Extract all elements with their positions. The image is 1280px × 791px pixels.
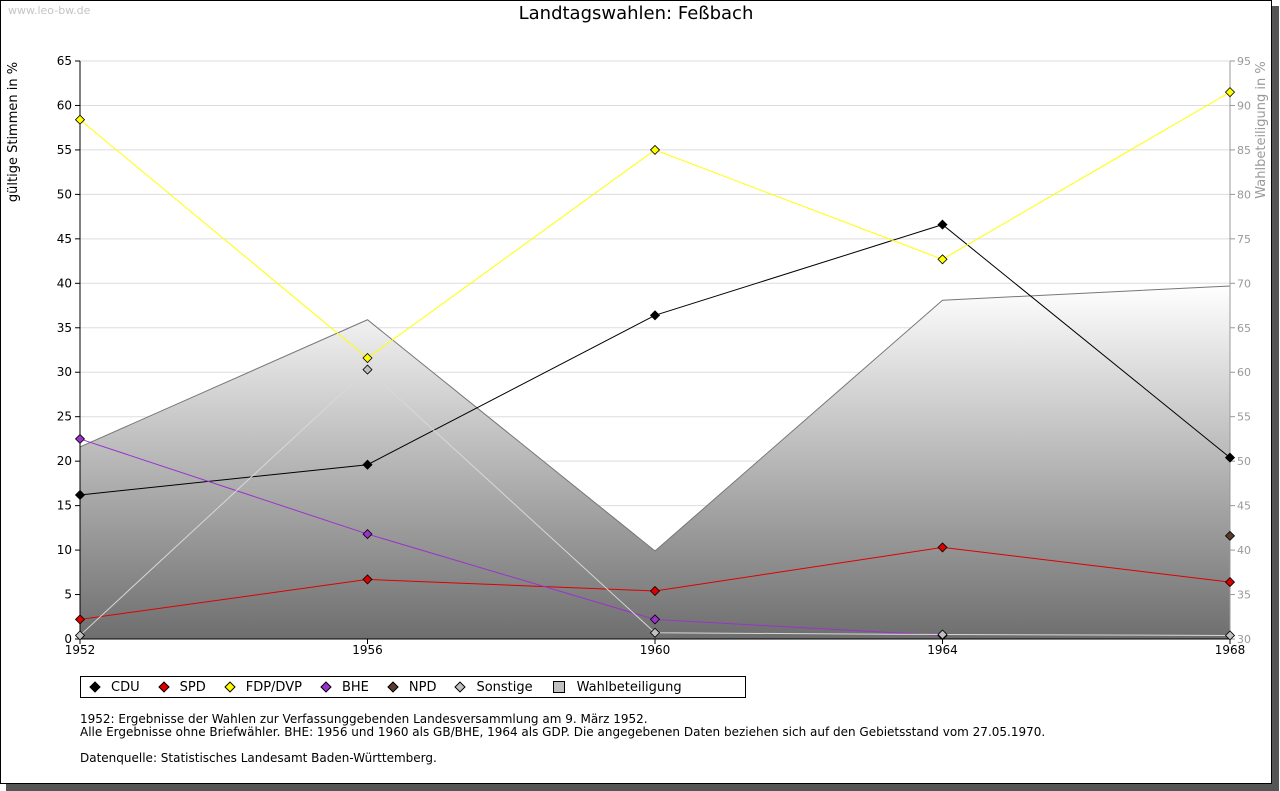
y2-tick-label-60: 60 (1237, 366, 1251, 379)
x-tick-label-1956: 1956 (352, 643, 383, 657)
y2-tick-label-80: 80 (1237, 188, 1251, 201)
y-tick-label-10: 10 (57, 543, 72, 557)
legend-item-cdu: CDU (89, 679, 140, 695)
point-sonstige-1956 (362, 364, 373, 375)
y2-tick-label-30: 30 (1237, 633, 1251, 646)
area-wahlbeteiligung-outline (79, 285, 1231, 552)
point-bhe-1956 (362, 529, 373, 540)
chart-legend: CDU SPD FDP/DVP BHE NPD Sonstige Wahlbeteiligu… (80, 676, 746, 698)
y2-tick-label-45: 45 (1237, 500, 1251, 513)
y-tick-label-55: 55 (57, 143, 72, 157)
point-fdp-dvp-1960 (649, 144, 661, 155)
y2-tick-label-90: 90 (1237, 99, 1251, 112)
point-spd-1960 (649, 585, 661, 597)
y2-axis-title: Wahlbeteiligung in % (1254, 61, 1269, 198)
x-tick-label-1960: 1960 (640, 643, 671, 657)
chart-svg: 0 5 10 15 20 25 30 35 40 45 50 55 60 65 30 35 40 45 50 55 60… (6, 54, 1269, 657)
chart-notes: 1952: Ergebnisse der Wahlen zur Verfassu… (80, 713, 1045, 765)
point-spd-1952 (74, 614, 86, 625)
legend-item-npd: NPD (387, 679, 437, 695)
x-tick-label-1952: 1952 (65, 643, 96, 657)
legend-marker-sonstige (454, 681, 467, 693)
y-tick-label-45: 45 (57, 232, 72, 246)
point-fdp-dvp-1968 (1224, 87, 1236, 98)
y-tick-label-25: 25 (57, 410, 72, 424)
y-tick-label-5: 5 (64, 588, 72, 602)
legend-label-wahlbeteiligung: Wahlbeteiligung (576, 679, 682, 695)
legend-label-bhe: BHE (341, 679, 369, 695)
y-tick-label-65: 65 (57, 54, 72, 68)
note-line-2: Alle Ergebnisse ohne Briefwähler. BHE: 1… (80, 725, 1046, 739)
y2-tick-label-70: 70 (1237, 277, 1251, 290)
watermark: www.leo-bw.de (8, 4, 91, 17)
y2-tick-label-55: 55 (1237, 411, 1251, 424)
y2-tick-label-65: 65 (1237, 322, 1251, 335)
point-cdu-1968 (1224, 452, 1236, 463)
note-line-1: 1952: Ergebnisse der Wahlen zur Verfassu… (80, 712, 648, 726)
y-axis-title: gültige Stimmen in % (6, 62, 21, 202)
y2-tick-label-50: 50 (1237, 455, 1251, 468)
point-spd-1956 (362, 574, 373, 585)
legend-item-sonstige: Sonstige (454, 679, 533, 695)
x-tick-label-1968: 1968 (1215, 643, 1246, 657)
legend-item-bhe: BHE (320, 679, 369, 695)
point-cdu-1960 (649, 310, 661, 321)
point-sonstige-1960 (649, 627, 661, 638)
legend-marker-fdp-dvp (224, 681, 236, 693)
point-sonstige-1952 (74, 630, 86, 641)
y-tick-label-0: 0 (64, 632, 72, 646)
point-npd-1968 (1224, 530, 1236, 541)
point-spd-1968 (1224, 577, 1236, 588)
y2-tick-label-95: 95 (1237, 55, 1251, 68)
y-tick-label-35: 35 (57, 321, 72, 335)
legend-label-npd: NPD (408, 679, 437, 695)
chart-title: Landtagswahlen: Feßbach (518, 3, 754, 24)
legend-item-spd: SPD (157, 679, 206, 695)
point-cdu-1964 (937, 219, 948, 230)
legend-marker-cdu (89, 681, 101, 693)
point-fdp-dvp-1964 (937, 254, 948, 265)
point-sonstige-1968 (1224, 630, 1236, 641)
legend-marker-bhe (320, 681, 332, 693)
y2-tick-label-75: 75 (1237, 233, 1251, 246)
frame-shadow-right (1272, 6, 1279, 791)
legend-item-wahlbeteiligung: Wahlbeteiligung (552, 679, 682, 695)
point-bhe-1960 (649, 614, 661, 625)
point-fdp-dvp-1952 (74, 114, 86, 125)
frame-shadow-bottom (6, 784, 1279, 791)
y-tick-label-15: 15 (57, 499, 72, 513)
point-sonstige-1964 (937, 629, 948, 640)
point-bhe-1952 (74, 433, 86, 444)
x-tick-label-1964: 1964 (927, 643, 958, 657)
legend-marker-wahlbeteiligung (552, 681, 565, 693)
point-fdp-dvp-1956 (362, 352, 373, 364)
y-tick-label-20: 20 (57, 454, 72, 468)
y2-tick-label-40: 40 (1237, 544, 1251, 557)
legend-marker-npd (387, 681, 399, 693)
point-cdu-1952 (74, 489, 86, 501)
y-tick-label-30: 30 (57, 365, 72, 379)
note-source: Datenquelle: Statistisches Landesamt Bad… (80, 751, 437, 765)
y2-tick-label-35: 35 (1237, 589, 1251, 602)
point-cdu-1956 (362, 459, 373, 470)
series-line-bhe (79, 438, 943, 636)
legend-label-sonstige: Sonstige (476, 679, 533, 695)
legend-label-fdp-dvp: FDP/DVP (245, 679, 302, 695)
y-tick-label-50: 50 (57, 187, 72, 201)
legend-item-fdp-dvp: FDP/DVP (224, 679, 302, 695)
y-tick-label-40: 40 (57, 276, 72, 290)
legend-label-cdu: CDU (111, 679, 140, 695)
y2-tick-label-85: 85 (1237, 144, 1251, 157)
legend-marker-spd (157, 681, 170, 693)
legend-label-spd: SPD (179, 679, 206, 695)
y-tick-label-60: 60 (57, 98, 72, 112)
point-spd-1964 (937, 542, 948, 553)
